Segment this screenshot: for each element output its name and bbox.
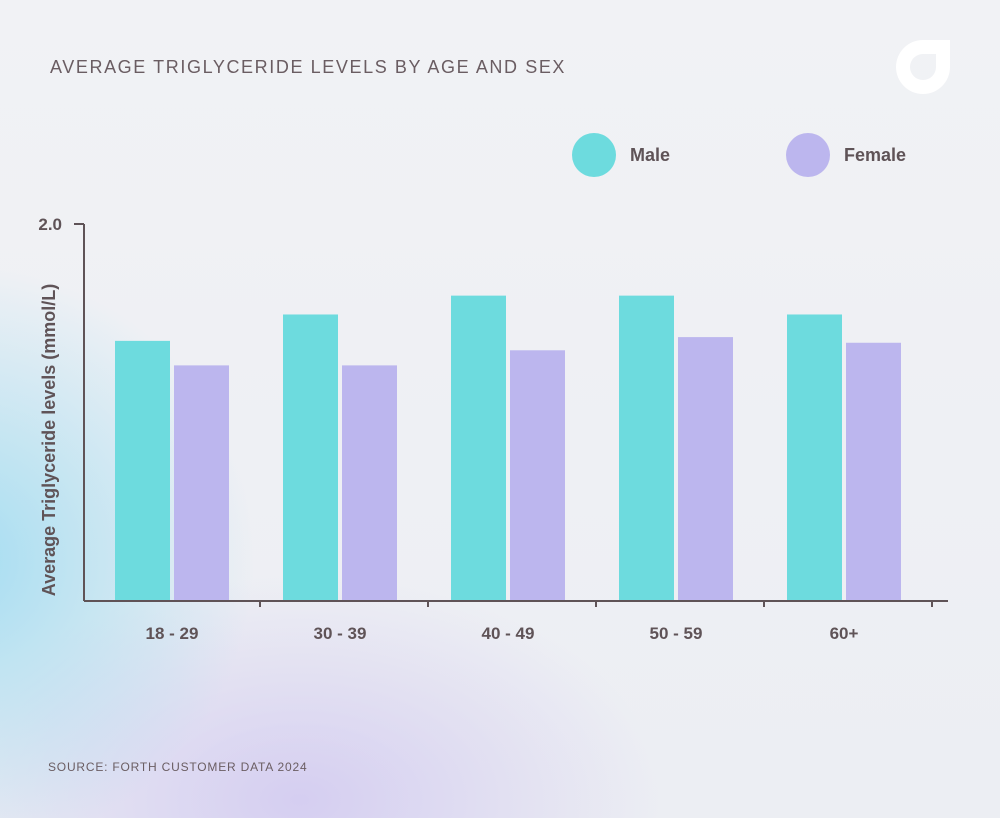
bar-male-1	[115, 340, 170, 601]
legend-item-male: Male	[572, 133, 670, 177]
bars-group	[115, 295, 901, 601]
bar-female-3	[510, 350, 565, 601]
chart-title: AVERAGE TRIGLYCERIDE LEVELS BY AGE AND S…	[50, 57, 567, 77]
bar-male-3	[451, 295, 506, 601]
legend-label-male: Male	[630, 144, 671, 165]
bar-male-5	[787, 314, 842, 601]
legend-swatch-female	[786, 133, 830, 177]
bar-male-2	[283, 314, 338, 601]
bar-female-1	[174, 365, 229, 601]
x-tick-label: 18 - 29	[146, 624, 199, 643]
bar-female-5	[846, 342, 901, 601]
y-axis-label: Average Triglyceride levels (mmol/L)	[39, 284, 59, 596]
bar-male-4	[619, 295, 674, 601]
x-tick-label: 50 - 59	[650, 624, 703, 643]
source-note: SOURCE: FORTH CUSTOMER DATA 2024	[48, 760, 308, 774]
y-tick-label: 2.0	[38, 215, 62, 234]
bar-female-4	[678, 337, 733, 601]
legend-swatch-male	[572, 133, 616, 177]
legend-item-female: Female	[786, 133, 906, 177]
forth-logo-icon	[896, 40, 950, 94]
x-ticks-group	[259, 601, 933, 607]
x-tick-label: 60+	[830, 624, 859, 643]
bar-female-2	[342, 365, 397, 601]
legend-label-female: Female	[844, 144, 907, 165]
x-tick-label: 30 - 39	[314, 624, 367, 643]
x-tick-labels-group: 18 - 29 30 - 39 40 - 49 50 - 59 60+	[146, 624, 859, 643]
x-tick-label: 40 - 49	[482, 624, 535, 643]
